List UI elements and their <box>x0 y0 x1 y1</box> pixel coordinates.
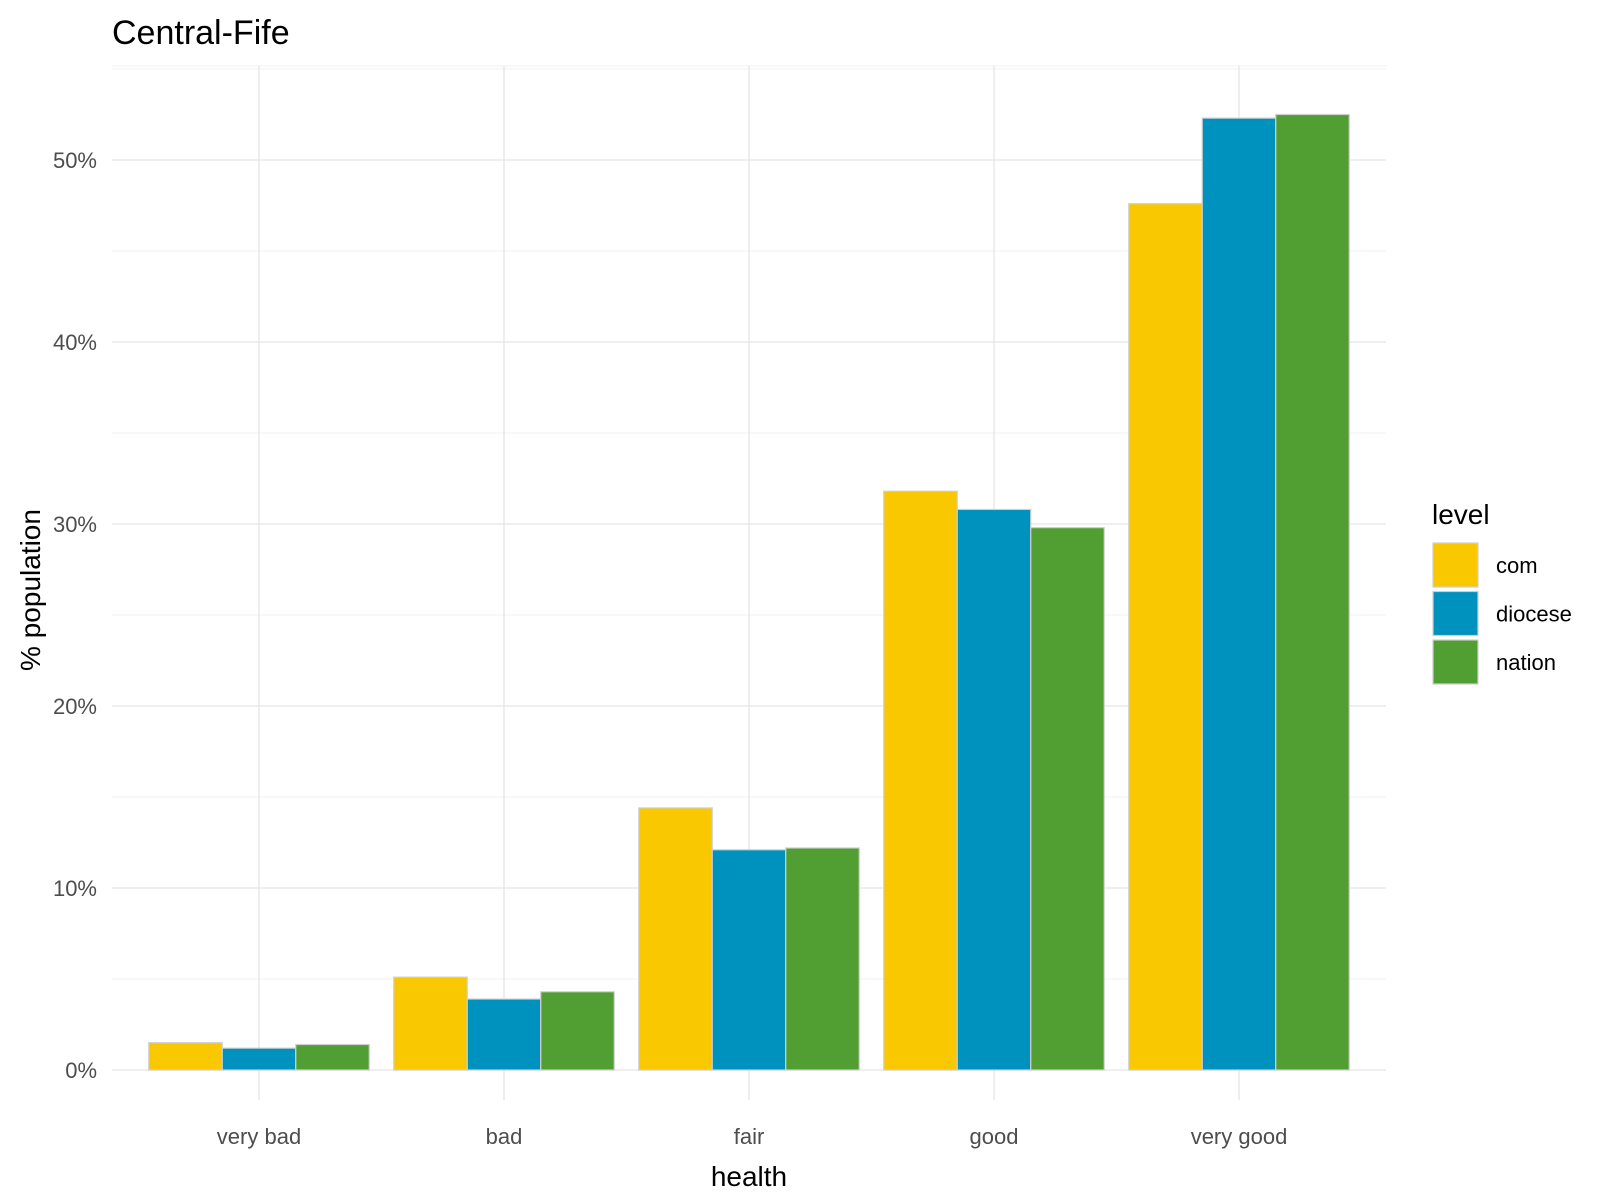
y-tick-label: 40% <box>53 330 97 355</box>
bar-com <box>638 807 713 1071</box>
y-axis-title: % population <box>15 509 46 671</box>
bar-com <box>883 490 958 1071</box>
legend-key-diocese <box>1432 590 1479 637</box>
x-tick-label: very good <box>1191 1124 1288 1149</box>
y-tick-label: 10% <box>53 876 97 901</box>
y-tick-label: 20% <box>53 694 97 719</box>
y-axis-ticks: 0% 10% 20% 30% 40% 50% <box>53 148 97 1083</box>
chart-title: Central-Fife <box>112 14 290 52</box>
bar-com <box>148 1042 223 1071</box>
x-tick-label: good <box>970 1124 1019 1149</box>
y-tick-label: 0% <box>65 1058 97 1083</box>
x-tick-label: bad <box>486 1124 523 1149</box>
legend-key-com <box>1432 542 1479 588</box>
bar-nation <box>1275 113 1350 1071</box>
x-axis-title: health <box>711 1161 787 1192</box>
bar-diocese <box>956 508 1032 1071</box>
bar-diocese <box>711 849 787 1071</box>
bar-diocese <box>466 998 542 1071</box>
legend-label-nation: nation <box>1496 650 1556 675</box>
legend-label-diocese: diocese <box>1496 602 1572 627</box>
legend-title: level <box>1432 499 1490 530</box>
bar-nation <box>1030 527 1105 1071</box>
bar-nation <box>540 991 615 1071</box>
bar-nation <box>295 1043 370 1071</box>
legend-label-com: com <box>1496 553 1538 578</box>
bar-diocese <box>221 1047 297 1071</box>
bars-layer <box>148 113 1350 1071</box>
bar-com <box>393 976 468 1071</box>
bar-diocese <box>1201 117 1277 1071</box>
legend-key-nation <box>1432 639 1479 685</box>
bar-nation <box>785 847 860 1071</box>
legend: level com diocese nation <box>1432 499 1572 685</box>
x-tick-label: fair <box>734 1124 765 1149</box>
x-tick-label: very bad <box>217 1124 301 1149</box>
bar-com <box>1128 203 1203 1071</box>
x-axis-ticks: very bad bad fair good very good <box>217 1124 1288 1149</box>
y-tick-label: 30% <box>53 512 97 537</box>
y-tick-label: 50% <box>53 148 97 173</box>
